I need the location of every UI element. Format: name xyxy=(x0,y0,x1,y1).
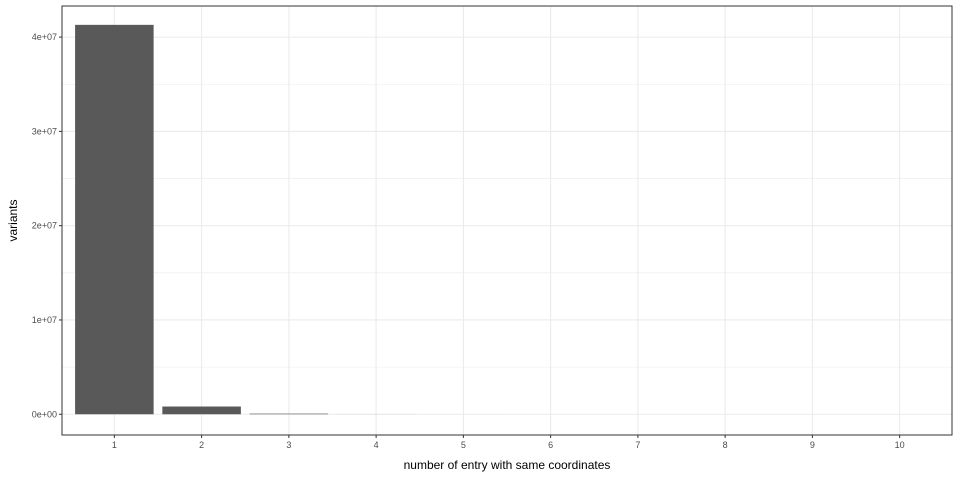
bar xyxy=(162,406,241,415)
y-tick-label: 1e+07 xyxy=(32,315,57,325)
y-tick-label: 2e+07 xyxy=(32,221,57,231)
major-gridlines xyxy=(62,6,952,435)
x-tick-label: 4 xyxy=(374,440,379,450)
bar xyxy=(249,413,329,415)
y-tick-label: 3e+07 xyxy=(32,126,57,136)
y-axis-ticks: 0e+00 1e+07 2e+07 3e+07 4e+07 xyxy=(32,32,62,419)
x-tick-label: 10 xyxy=(895,440,905,450)
x-tick-label: 2 xyxy=(199,440,204,450)
x-tick-label: 6 xyxy=(548,440,553,450)
x-tick-label: 9 xyxy=(810,440,815,450)
x-tick-label: 3 xyxy=(286,440,291,450)
panel-border xyxy=(61,5,953,436)
x-axis-ticks: 1 2 3 4 5 6 7 8 9 10 xyxy=(112,435,905,450)
y-axis-title: variants xyxy=(6,199,20,241)
x-tick-label: 7 xyxy=(635,440,640,450)
minor-gridlines xyxy=(62,83,952,368)
y-tick-label: 0e+00 xyxy=(32,409,57,419)
bar xyxy=(75,24,154,415)
x-tick-label: 8 xyxy=(723,440,728,450)
bars xyxy=(75,24,939,415)
x-axis-title: number of entry with same coordinates xyxy=(404,458,611,472)
x-tick-label: 5 xyxy=(461,440,466,450)
x-tick-label: 1 xyxy=(112,440,117,450)
y-tick-label: 4e+07 xyxy=(32,32,57,42)
